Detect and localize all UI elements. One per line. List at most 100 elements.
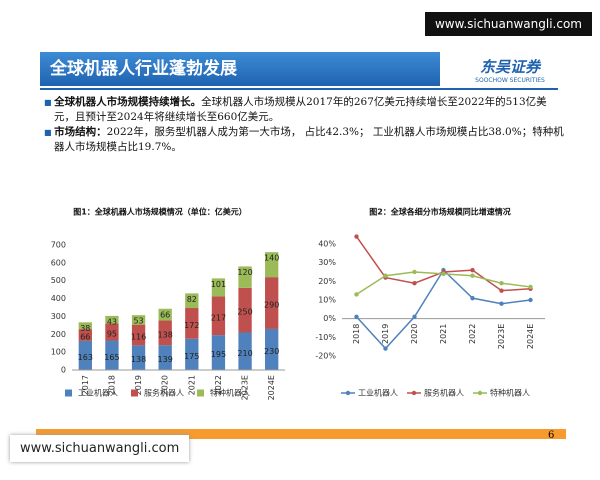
x-tick-label: 2018 — [352, 324, 361, 344]
bullet-text: 2022年，服务型机器人成为第一大市场， 占比42.3%； 工业机器人市场规模占… — [54, 126, 564, 153]
legend-label: 服务机器人 — [424, 388, 464, 398]
point — [528, 297, 533, 303]
y-tick-label: 40% — [318, 240, 336, 249]
page-number: 6 — [548, 430, 555, 441]
data-label: 172 — [184, 321, 199, 330]
bullet-text: 全球机器人市场规模从2017年的267亿美元持续增长至2022年的513亿美元，… — [54, 96, 547, 123]
watermark: www.sichuanwangli.com — [424, 12, 592, 36]
bullet-label: 全球机器人市场规模持续增长。 — [54, 96, 202, 108]
bar-segment — [78, 322, 92, 330]
x-tick-label: 2023E — [241, 375, 250, 400]
point — [470, 273, 475, 278]
bullet: 全球机器人市场规模持续增长。全球机器人市场规模从2017年的267亿美元持续增长… — [44, 95, 564, 125]
data-label: 95 — [107, 330, 117, 339]
bar-segment — [105, 315, 119, 324]
point — [499, 281, 504, 286]
legend-swatch — [345, 390, 351, 396]
x-tick-label: 2018 — [107, 375, 116, 395]
legend-swatch — [411, 390, 417, 396]
data-label: 66 — [160, 310, 170, 319]
legend-label: 工业机器人 — [358, 388, 398, 398]
point — [499, 288, 504, 293]
bar-segment — [238, 332, 252, 370]
legend-label: 服务机器人 — [144, 388, 184, 398]
point — [354, 234, 359, 239]
data-label: 138 — [131, 355, 146, 364]
bar-segment — [158, 308, 172, 321]
x-tick-label: 2020 — [161, 375, 170, 395]
bar-segment — [78, 329, 92, 341]
data-label: 250 — [237, 308, 252, 317]
y-tick-label: 30% — [318, 258, 336, 267]
y-tick-label: 0% — [323, 314, 336, 323]
y-tick-label: -10% — [315, 333, 336, 342]
data-label: 101 — [211, 280, 226, 289]
legend-label: 特种机器人 — [210, 388, 250, 398]
x-tick-label: 2021 — [439, 324, 448, 344]
legend-swatch — [131, 389, 138, 397]
data-label: 53 — [133, 317, 143, 326]
point — [470, 295, 475, 301]
bar-segment — [265, 252, 279, 278]
data-label: 38 — [80, 324, 90, 333]
data-label: 140 — [264, 254, 279, 263]
data-label: 165 — [104, 353, 119, 362]
bar-segment — [185, 308, 199, 339]
data-label: 290 — [264, 301, 279, 310]
y-tick-label: 400 — [51, 294, 66, 303]
point — [412, 281, 417, 286]
bar-segment — [265, 328, 279, 370]
x-tick-label: 2019 — [134, 375, 143, 395]
legend-swatch — [477, 390, 483, 396]
point — [383, 346, 388, 351]
bar-segment — [105, 340, 119, 370]
chart-title: 图2：全球各细分市场规模同比增速情况 — [369, 207, 511, 217]
y-tick-label: 600 — [51, 258, 66, 267]
bar-segment — [131, 315, 146, 325]
bullet: 市场结构：2022年，服务型机器人成为第一大市场， 占比42.3%； 工业机器人… — [44, 125, 564, 155]
y-tick-label: 200 — [51, 330, 66, 339]
divider — [40, 88, 558, 90]
x-tick-label: 2017 — [81, 375, 90, 395]
bar-segment — [78, 340, 92, 370]
point — [528, 284, 533, 290]
bar-segment — [238, 266, 252, 288]
bar-segment — [265, 277, 279, 329]
x-tick-label: 2022 — [214, 375, 223, 395]
bar-segment — [158, 320, 172, 346]
bar-segment — [185, 338, 199, 370]
x-tick-label: 2024E — [267, 375, 276, 400]
x-tick-label: 2023E — [497, 324, 506, 349]
data-label: 163 — [78, 353, 93, 362]
logo: 东吴证券 SOOCHOW SECURITIES — [460, 56, 560, 84]
series-line — [355, 236, 531, 292]
point — [470, 267, 475, 273]
y-tick-label: 10% — [318, 296, 336, 305]
x-tick-label: 2021 — [187, 375, 196, 395]
y-tick-label: 0 — [61, 366, 66, 375]
y-tick-label: 300 — [51, 312, 66, 321]
y-tick-label: 100 — [51, 348, 66, 357]
bar-segment — [185, 293, 199, 309]
bar-segment — [211, 296, 226, 336]
x-tick-label: 2022 — [468, 324, 477, 344]
watermark: www.sichuanwangli.com — [10, 435, 190, 462]
data-label: 139 — [158, 355, 173, 364]
x-tick-label: 2024E — [526, 324, 535, 349]
data-label: 175 — [184, 352, 199, 361]
footer-bar — [36, 429, 566, 439]
point — [412, 314, 417, 319]
point — [354, 314, 359, 319]
point — [441, 271, 446, 277]
logo-text: 东吴证券 — [479, 58, 540, 76]
bar-segment — [211, 335, 226, 370]
y-tick-label: 700 — [51, 241, 66, 250]
legend-swatch — [197, 389, 204, 397]
data-label: 43 — [107, 317, 117, 326]
y-tick-label: 500 — [51, 276, 66, 285]
bullet-label: 市场结构： — [54, 126, 107, 138]
data-label: 230 — [264, 347, 279, 356]
data-label: 217 — [211, 313, 226, 322]
